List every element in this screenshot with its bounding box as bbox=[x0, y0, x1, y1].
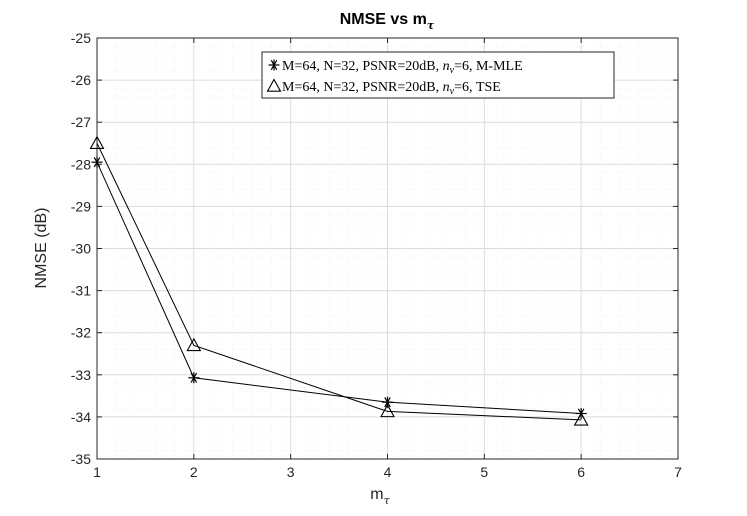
y-tick-label: -27 bbox=[71, 114, 91, 130]
y-tick-label: -30 bbox=[71, 241, 91, 257]
y-tick-label: -25 bbox=[71, 30, 91, 46]
y-tick-label: -33 bbox=[71, 367, 91, 383]
y-tick-label: -32 bbox=[71, 325, 91, 341]
y-axis-label: NMSE (dB) bbox=[33, 208, 50, 289]
series-layer bbox=[89, 135, 589, 426]
legend-entry-label: M=64, N=32, PSNR=20dB, nν=6, TSE bbox=[282, 80, 501, 97]
data-point-marker bbox=[186, 337, 202, 352]
y-tick-label: -34 bbox=[71, 409, 91, 425]
y-tick-label: -31 bbox=[71, 283, 91, 299]
legend: M=64, N=32, PSNR=20dB, nν=6, M-MLE M=64, … bbox=[261, 51, 615, 99]
x-axis-ticks: 1 2 3 4 5 6 7 bbox=[93, 38, 682, 480]
legend-marker bbox=[268, 59, 280, 71]
x-tick-label: 6 bbox=[577, 464, 585, 480]
y-axis-ticks: -25 -26 -27 -28 -29 -30 -31 -32 -33 -34 -35 bbox=[71, 30, 678, 467]
series-line-1 bbox=[96, 143, 582, 421]
data-point-marker bbox=[380, 403, 395, 418]
data-point-marker bbox=[89, 135, 105, 149]
data-point-marker bbox=[573, 412, 589, 426]
x-tick-label: 3 bbox=[287, 464, 295, 480]
y-tick-label: -28 bbox=[71, 156, 91, 172]
data-point-marker bbox=[188, 372, 200, 384]
legend-marker bbox=[266, 78, 282, 92]
data-point-marker bbox=[91, 156, 103, 168]
major-grid bbox=[97, 38, 678, 459]
x-tick-label: 4 bbox=[384, 464, 392, 480]
y-tick-label: -26 bbox=[71, 72, 91, 88]
legend-entry-label: M=64, N=32, PSNR=20dB, nν=6, M-MLE bbox=[282, 59, 523, 76]
x-tick-label: 5 bbox=[480, 464, 488, 480]
x-tick-label: 1 bbox=[93, 464, 101, 480]
x-tick-label: 7 bbox=[674, 464, 682, 480]
y-tick-label: -29 bbox=[71, 198, 91, 214]
y-tick-label: -35 bbox=[71, 451, 91, 467]
series-line-0 bbox=[96, 161, 582, 415]
chart-title: NMSE vs mτ bbox=[340, 11, 435, 32]
data-point-marker bbox=[382, 396, 393, 408]
legend-box bbox=[261, 51, 615, 99]
x-axis-label: mτ bbox=[370, 486, 390, 507]
x-tick-label: 2 bbox=[190, 464, 198, 480]
